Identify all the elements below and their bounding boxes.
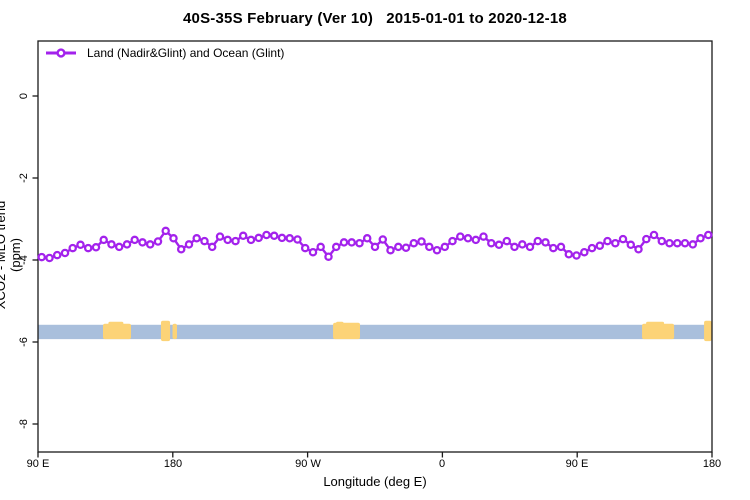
chart-title: 40S-35S February (Ver 10) 2015-01-01 to … [183,10,567,27]
y-tick-label: -8 [18,419,30,429]
x-tick-label: 90 W [295,458,321,470]
y-axis-label: XCO2 - MLO trend (ppm) [0,200,23,310]
x-tick-label: 180 [163,458,183,470]
x-tick-label: 0 [438,458,446,470]
legend-line-marker-icon [46,48,76,58]
y-tick-label: -2 [18,173,30,183]
x-tick-label: 180 [702,458,722,470]
y-tick-label: 0 [18,92,30,100]
x-tick-label: 90 E [26,458,50,470]
x-axis-label: Longitude (deg E) [323,474,427,489]
legend: Land (Nadir&Glint) and Ocean (Glint) [44,46,284,60]
legend-label: Land (Nadir&Glint) and Ocean (Glint) [87,46,285,60]
y-tick-label: -6 [18,337,30,347]
x-tick-label: 90 E [565,458,589,470]
